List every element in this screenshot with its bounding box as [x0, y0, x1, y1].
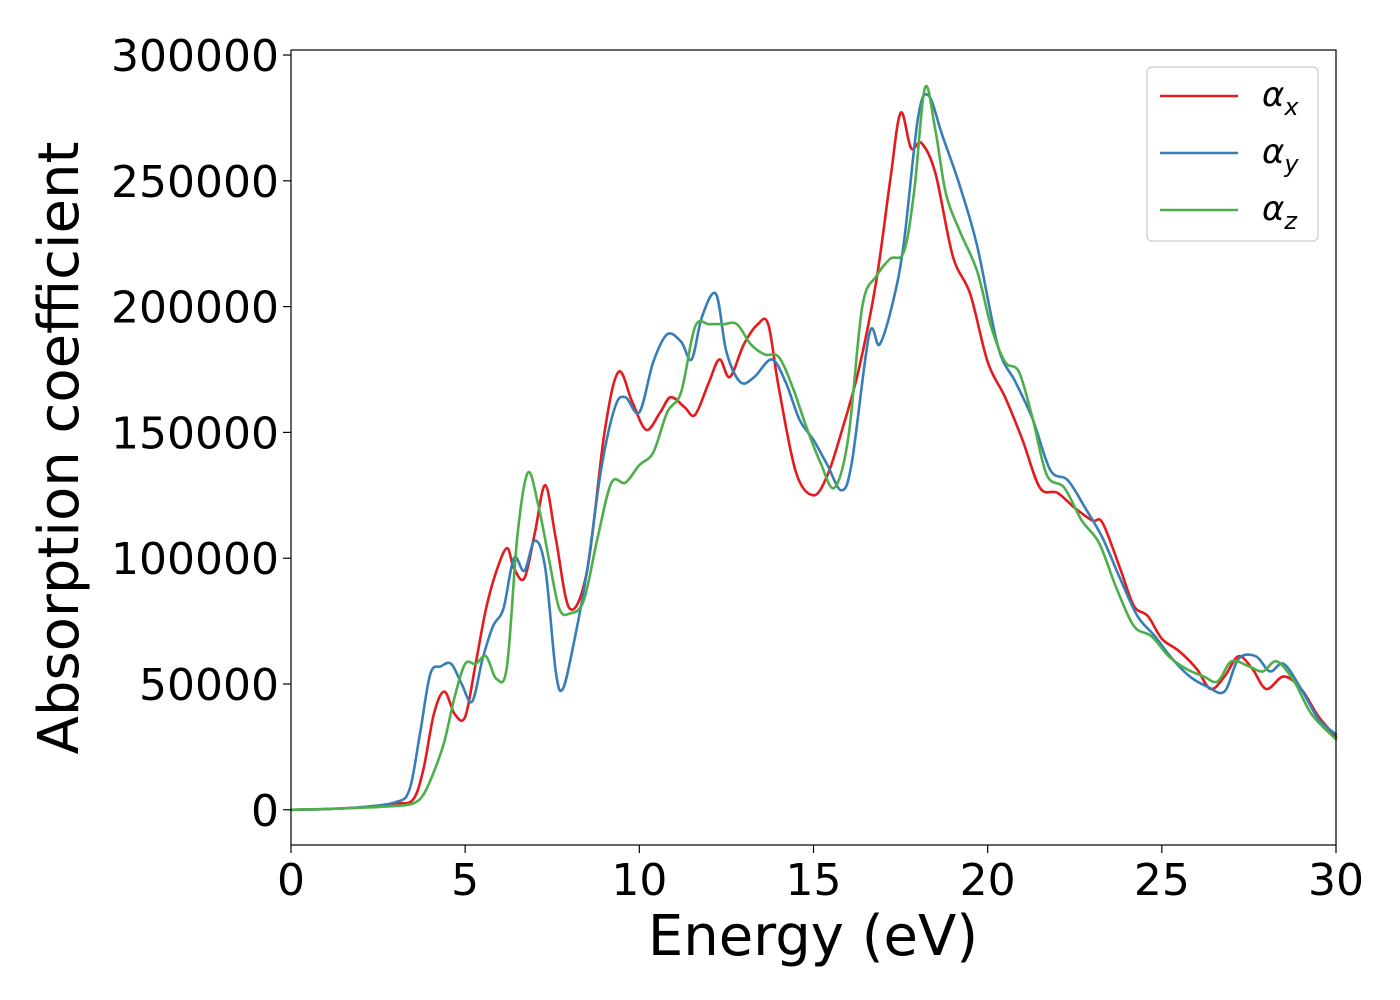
- series-line-z: [289, 84, 1338, 812]
- y-axis-title: Absorption coefficient: [27, 142, 92, 755]
- series-line-y: [289, 92, 1338, 812]
- y-tick-label: 250000: [111, 157, 279, 208]
- x-tick-label: 10: [611, 855, 667, 906]
- y-tick-label: 150000: [111, 408, 279, 459]
- series-line-x: [289, 111, 1338, 812]
- y-tick-label: 50000: [139, 660, 279, 711]
- y-tick-label: 0: [251, 786, 279, 837]
- x-tick-label: 30: [1308, 855, 1364, 906]
- x-axis-title: Energy (eV): [648, 904, 978, 969]
- series-layer: [289, 84, 1338, 812]
- legend-label-z: αz: [1262, 189, 1298, 235]
- x-tick-label: 25: [1134, 855, 1190, 906]
- legend: αx αy αz: [1146, 66, 1319, 242]
- y-tick-label: 300000: [111, 31, 279, 82]
- legend-label-x: αx: [1262, 75, 1299, 121]
- y-tick-label: 100000: [111, 534, 279, 585]
- x-tick-label: 20: [960, 855, 1016, 906]
- x-tick-label: 15: [786, 855, 842, 906]
- legend-label-y: αy: [1262, 132, 1299, 178]
- x-tick-label: 0: [277, 855, 305, 906]
- x-tick-label: 5: [451, 855, 479, 906]
- x-axis: 0 5 10 15 20 25 30: [277, 845, 1364, 906]
- y-axis: 0 50000 100000 150000 200000 250000 300000: [111, 31, 291, 837]
- y-tick-label: 200000: [111, 283, 279, 334]
